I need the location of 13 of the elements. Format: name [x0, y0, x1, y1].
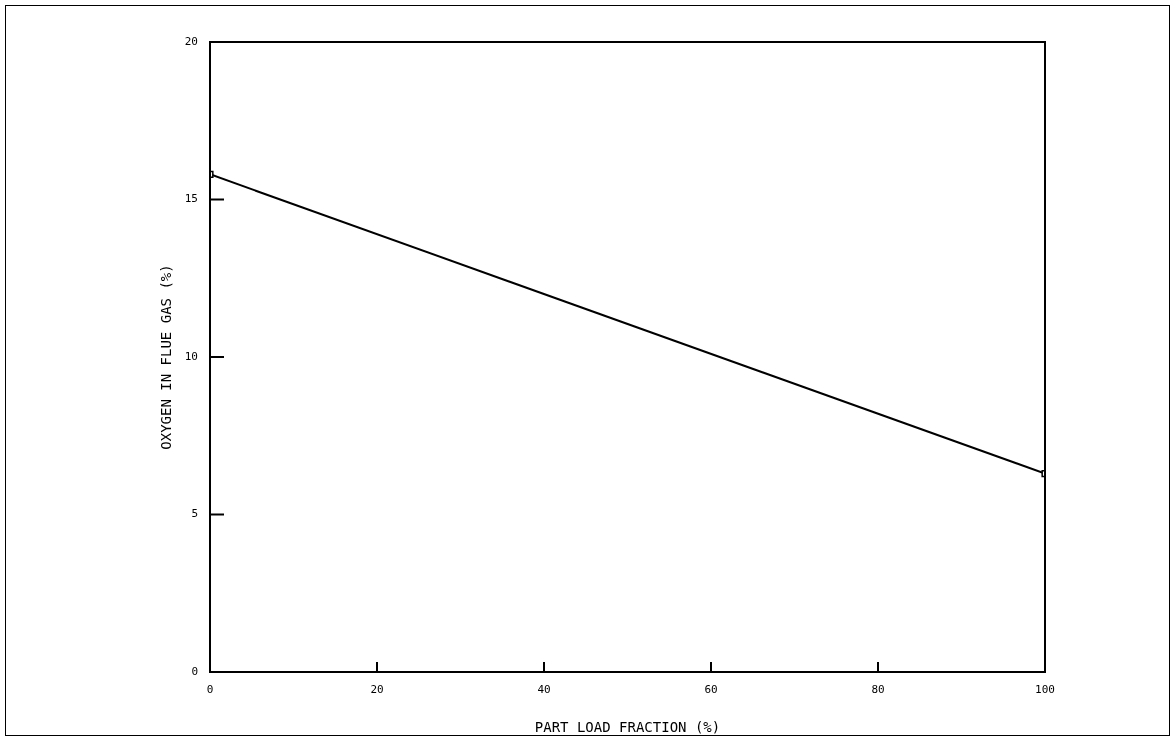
y-tick-label: 5 — [191, 507, 198, 521]
x-tick-label: 40 — [537, 683, 551, 697]
x-tick-label: 20 — [370, 683, 384, 697]
y-tick-label: 10 — [184, 349, 198, 363]
y-tick-label: 20 — [184, 34, 198, 48]
x-tick-label: 60 — [704, 683, 718, 697]
x-tick-label: 80 — [871, 683, 885, 697]
y-tick-label: 15 — [184, 192, 198, 206]
y-tick-label: 0 — [191, 664, 198, 678]
x-axis-title: PART LOAD FRACTION (%) — [534, 719, 721, 736]
y-axis-title: OXYGEN IN FLUE GAS (%) — [158, 264, 175, 450]
x-tick-label: 100 — [1035, 683, 1055, 697]
x-tick-label: 0 — [206, 683, 214, 697]
